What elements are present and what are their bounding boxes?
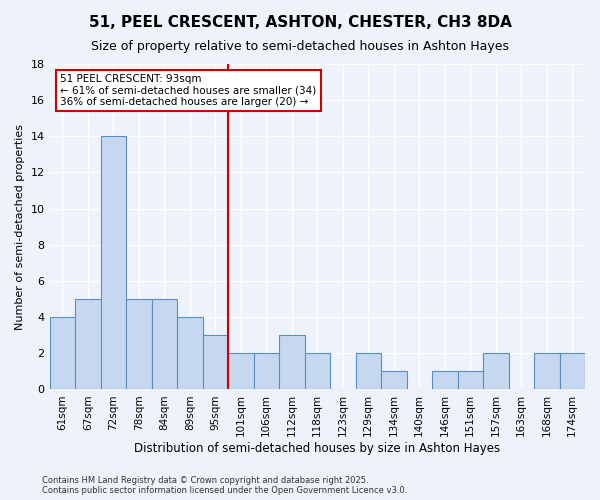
Bar (356, 354, 381, 390)
Bar (228, 354, 254, 390)
X-axis label: Distribution of semi-detached houses by size in Ashton Hayes: Distribution of semi-detached houses by … (134, 442, 500, 455)
Text: 51 PEEL CRESCENT: 93sqm
← 61% of semi-detached houses are smaller (34)
36% of se: 51 PEEL CRESCENT: 93sqm ← 61% of semi-de… (60, 74, 317, 107)
Bar (152, 299, 177, 390)
Bar (534, 354, 560, 390)
Bar (101, 136, 126, 390)
Bar (177, 317, 203, 390)
Bar (126, 299, 152, 390)
Bar (75, 299, 101, 390)
Text: Size of property relative to semi-detached houses in Ashton Hayes: Size of property relative to semi-detach… (91, 40, 509, 53)
Text: 51, PEEL CRESCENT, ASHTON, CHESTER, CH3 8DA: 51, PEEL CRESCENT, ASHTON, CHESTER, CH3 … (89, 15, 511, 30)
Bar (50, 317, 75, 390)
Bar (432, 372, 458, 390)
Bar (279, 335, 305, 390)
Bar (203, 335, 228, 390)
Bar (381, 372, 407, 390)
Bar (458, 372, 483, 390)
Y-axis label: Number of semi-detached properties: Number of semi-detached properties (15, 124, 25, 330)
Bar (305, 354, 330, 390)
Bar (483, 354, 509, 390)
Text: Contains HM Land Registry data © Crown copyright and database right 2025.
Contai: Contains HM Land Registry data © Crown c… (42, 476, 407, 495)
Bar (560, 354, 585, 390)
Bar (254, 354, 279, 390)
